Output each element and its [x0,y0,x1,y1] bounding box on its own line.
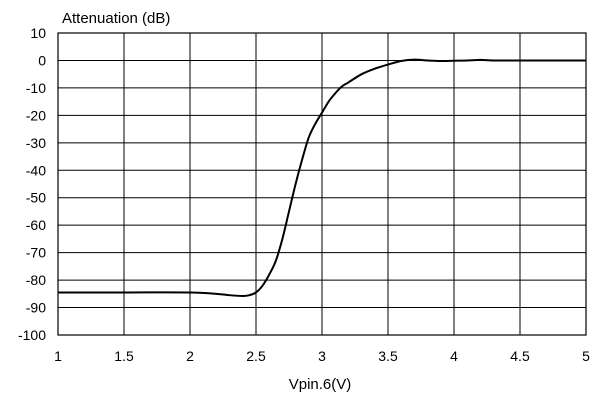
x-tick-label: 2 [186,348,194,364]
grid-layer [57,32,587,336]
x-axis-label: Vpin.6(V) [289,376,352,393]
y-tick-label: -50 [26,190,46,206]
y-tick-label: -30 [26,135,46,151]
x-tick-label: 4.5 [510,348,530,364]
x-tick-label: 3 [318,348,326,364]
y-tick-label: -70 [26,245,46,261]
x-tick-label: 1 [54,348,62,364]
tick-labels: 10 0 -10 -20 -30 -40 -50 -60 -70 -80 -90 -100 1 1.5 2 2… [18,25,590,364]
x-tick-label: 1.5 [114,348,134,364]
y-tick-label: -80 [26,272,46,288]
y-tick-label: 0 [38,52,46,68]
plot-frame [57,32,587,336]
y-tick-label: -20 [26,107,46,123]
y-tick-label: -90 [26,300,46,316]
x-tick-label: 4 [450,348,458,364]
y-tick-label: -40 [26,162,46,178]
x-tick-label: 3.5 [378,348,398,364]
x-tick-label: 2.5 [246,348,266,364]
y-tick-label: -10 [26,80,46,96]
x-tick-label: 5 [582,348,590,364]
attenuation-curve [57,58,586,298]
curve-layer [57,58,586,298]
y-axis-label: Attenuation (dB) [62,10,170,27]
y-tick-label: -100 [18,327,46,343]
y-tick-label: -60 [26,217,46,233]
y-tick-label: 10 [30,25,46,41]
